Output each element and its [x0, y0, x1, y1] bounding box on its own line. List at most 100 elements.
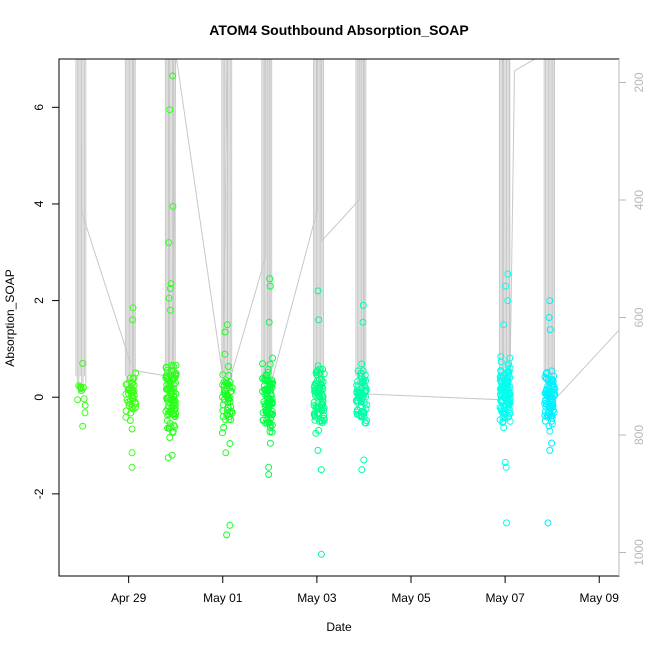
data-point [358, 360, 366, 368]
data-point-outlier [167, 280, 175, 288]
data-point [639, 402, 645, 408]
data-point [498, 379, 505, 387]
data-point [320, 407, 328, 415]
right-tick-label: 200 [632, 72, 646, 92]
data-point [124, 398, 132, 406]
data-point [639, 407, 645, 413]
data-point [226, 440, 234, 447]
data-point-outlier [546, 446, 554, 454]
data-point [359, 378, 367, 386]
data-point [645, 413, 650, 419]
data-point [266, 397, 274, 405]
data-point [265, 401, 273, 409]
data-point-outlier [502, 282, 509, 290]
data-point [641, 399, 647, 405]
data-point [221, 350, 229, 358]
data-point [320, 370, 328, 378]
data-point [219, 371, 227, 379]
data-point [268, 428, 276, 436]
data-point [227, 387, 235, 395]
data-point [644, 384, 650, 390]
x-tick-label: May 07 [485, 591, 525, 605]
data-point [641, 376, 647, 382]
right-tick-label: 1000 [632, 539, 646, 566]
data-point [500, 407, 508, 415]
data-point [549, 384, 557, 391]
data-point-outlier [266, 282, 274, 290]
data-point [639, 393, 645, 399]
data-point [163, 372, 171, 380]
data-point-outlier [129, 304, 137, 312]
data-point-outlier [642, 353, 648, 359]
data-point [642, 382, 648, 388]
chart-title: ATOM4 Southbound Absorption_SOAP [209, 22, 469, 38]
right-tick-label: 600 [632, 307, 646, 327]
data-point [353, 389, 361, 397]
data-point [497, 358, 505, 366]
data-point [227, 416, 235, 424]
data-point-outlier [548, 439, 556, 447]
x-axis: Apr 29 May 01 May 03 May 05 May 07 May 09 [111, 576, 619, 605]
data-point [638, 383, 644, 389]
data-point [354, 399, 362, 407]
data-point-outlier [317, 466, 325, 474]
data-point [500, 424, 508, 431]
x-tick-label: May 09 [580, 591, 620, 605]
data-point-outlier [223, 321, 231, 329]
data-point [640, 408, 646, 414]
data-point [639, 398, 645, 404]
data-point [223, 380, 230, 387]
data-point [227, 403, 235, 410]
data-point [170, 410, 178, 418]
data-point [265, 381, 273, 389]
data-point [223, 411, 231, 419]
data-point-outlier [503, 519, 510, 527]
x-tick-label: May 03 [297, 591, 337, 605]
data-point-outlier [502, 463, 510, 471]
data-point [319, 398, 327, 406]
data-point [165, 393, 173, 401]
data-point-outlier [359, 318, 367, 326]
data-point [548, 367, 556, 375]
data-point [129, 394, 137, 402]
data-point [646, 387, 650, 393]
data-point [312, 429, 320, 437]
data-point-outlier [164, 454, 172, 462]
data-point [352, 397, 360, 405]
data-point [506, 354, 514, 362]
data-point [644, 399, 650, 405]
data-point [644, 395, 650, 401]
data-point [641, 406, 647, 412]
data-point [269, 354, 277, 362]
data-point [646, 373, 650, 379]
data-point [644, 400, 650, 406]
data-point [74, 396, 82, 404]
data-point-outlier [546, 297, 554, 305]
data-point-outlier [504, 297, 512, 305]
data-point-outlier [315, 316, 323, 324]
data-point [310, 398, 318, 406]
data-point [259, 387, 266, 395]
data-point-outlier [222, 449, 230, 457]
data-point-outlier [358, 466, 366, 474]
data-point [360, 410, 368, 418]
data-point [219, 429, 226, 437]
data-point [128, 386, 136, 394]
data-point [320, 416, 328, 424]
data-point [269, 410, 276, 418]
data-point [543, 369, 551, 376]
data-point [261, 375, 269, 383]
data-point [506, 364, 514, 372]
data-point-outlier [128, 463, 136, 471]
data-point [544, 393, 551, 400]
data-point [224, 363, 232, 370]
data-point [640, 398, 646, 404]
y-tick-label: -2 [32, 488, 46, 499]
data-point [358, 395, 366, 403]
data-point [550, 383, 558, 391]
data-point [169, 367, 177, 375]
data-point [315, 387, 323, 395]
data-point [356, 388, 364, 396]
data-point-outlier [360, 456, 368, 464]
data-point [129, 379, 137, 386]
